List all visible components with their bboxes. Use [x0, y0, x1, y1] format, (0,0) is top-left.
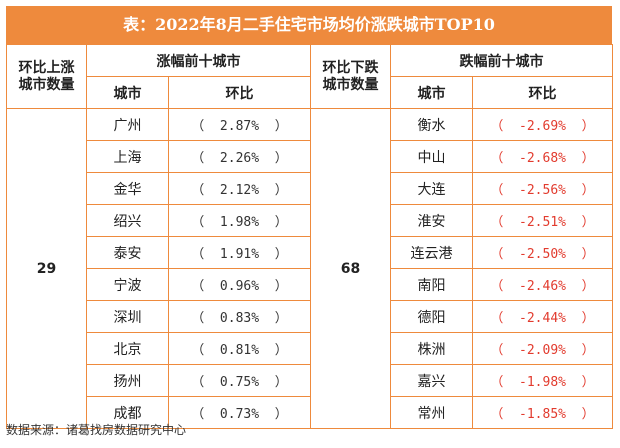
down-mom-value: （ -1.98% ） — [472, 364, 613, 397]
down-city: 德阳 — [390, 300, 473, 333]
up-mom-value: （ 0.73% ） — [168, 396, 311, 429]
table-row: 深圳（ 0.83% ） 德阳（ -2.44% ） — [7, 300, 613, 333]
down-city: 嘉兴 — [390, 364, 473, 397]
up-city: 广州 — [86, 108, 169, 141]
up-city-header: 城市 — [86, 76, 169, 109]
down-city: 淮安 — [390, 204, 473, 237]
down-city: 南阳 — [390, 268, 473, 301]
up-mom-value: （ 0.81% ） — [168, 332, 311, 365]
down-city: 连云港 — [390, 236, 473, 269]
up-city: 成都 — [86, 396, 169, 429]
table-row: 上海（ 2.26% ） 中山（ -2.68% ） — [7, 140, 613, 173]
up-group-header: 环比上涨城市数量 — [6, 44, 87, 109]
down-mom-value: （ -2.56% ） — [472, 172, 613, 205]
down-top-header: 跌幅前十城市 — [390, 44, 613, 77]
down-mom-value: （ -2.51% ） — [472, 204, 613, 237]
table-row: 成都（ 0.73% ） 常州（ -1.85% ） — [7, 396, 613, 429]
down-count: 68 — [310, 108, 391, 429]
up-mom-value: （ 2.26% ） — [168, 140, 311, 173]
down-group-label: 环比下跌城市数量 — [322, 59, 379, 93]
data-source-note: 数据来源：诸葛找房数据研究中心 — [6, 423, 187, 437]
table-row: 北京（ 0.81% ） 株洲（ -2.09% ） — [7, 332, 613, 365]
up-city: 北京 — [86, 332, 169, 365]
up-mom-value: （ 1.91% ） — [168, 236, 311, 269]
table-row: 29 广州（ 2.87% ） 68 衡水（ -2.69% ） — [6, 108, 613, 429]
up-city: 扬州 — [86, 364, 169, 397]
up-group-label: 环比上涨城市数量 — [18, 59, 75, 93]
up-top-header: 涨幅前十城市 — [86, 44, 311, 77]
table-row: 绍兴（ 1.98% ） 淮安（ -2.51% ） — [7, 204, 613, 237]
table-row: 金华（ 2.12% ） 大连（ -2.56% ） — [7, 172, 613, 205]
table-row: 宁波（ 0.96% ） 南阳（ -2.46% ） — [7, 268, 613, 301]
up-mom-value: （ 0.83% ） — [168, 300, 311, 333]
city-price-table: 环比上涨城市数量 涨幅前十城市 环比下跌城市数量 跌幅前十城市 城市 环比 城市… — [6, 44, 613, 429]
up-city: 泰安 — [86, 236, 169, 269]
up-city: 宁波 — [86, 268, 169, 301]
up-mom-header: 环比 — [168, 76, 311, 109]
table-row: 扬州（ 0.75% ） 嘉兴（ -1.98% ） — [7, 364, 613, 397]
up-mom-value: （ 0.96% ） — [168, 268, 311, 301]
down-city: 大连 — [390, 172, 473, 205]
down-mom-value: （ -2.44% ） — [472, 300, 613, 333]
down-city: 株洲 — [390, 332, 473, 365]
up-mom-value: （ 2.87% ） — [168, 108, 311, 141]
up-mom-value: （ 0.75% ） — [168, 364, 311, 397]
down-mom-value: （ -2.68% ） — [472, 140, 613, 173]
up-city: 上海 — [86, 140, 169, 173]
up-mom-value: （ 1.98% ） — [168, 204, 311, 237]
down-mom-value: （ -2.09% ） — [472, 332, 613, 365]
up-count: 29 — [6, 108, 87, 429]
table-row: 泰安（ 1.91% ） 连云港（ -2.50% ） — [7, 236, 613, 269]
down-group-header: 环比下跌城市数量 — [310, 44, 391, 109]
down-city: 衡水 — [390, 108, 473, 141]
down-mom-value: （ -1.85% ） — [472, 396, 613, 429]
down-city: 中山 — [390, 140, 473, 173]
down-mom-value: （ -2.50% ） — [472, 236, 613, 269]
down-mom-value: （ -2.69% ） — [472, 108, 613, 141]
up-mom-value: （ 2.12% ） — [168, 172, 311, 205]
up-city: 绍兴 — [86, 204, 169, 237]
table-title: 表：2022年8月二手住宅市场均价涨跌城市TOP10 — [6, 6, 612, 44]
up-city: 深圳 — [86, 300, 169, 333]
table-container: 表：2022年8月二手住宅市场均价涨跌城市TOP10 环比上涨城市数量 涨幅前十… — [6, 6, 613, 429]
down-city: 常州 — [390, 396, 473, 429]
down-mom-header: 环比 — [472, 76, 613, 109]
down-city-header: 城市 — [390, 76, 473, 109]
down-mom-value: （ -2.46% ） — [472, 268, 613, 301]
up-city: 金华 — [86, 172, 169, 205]
